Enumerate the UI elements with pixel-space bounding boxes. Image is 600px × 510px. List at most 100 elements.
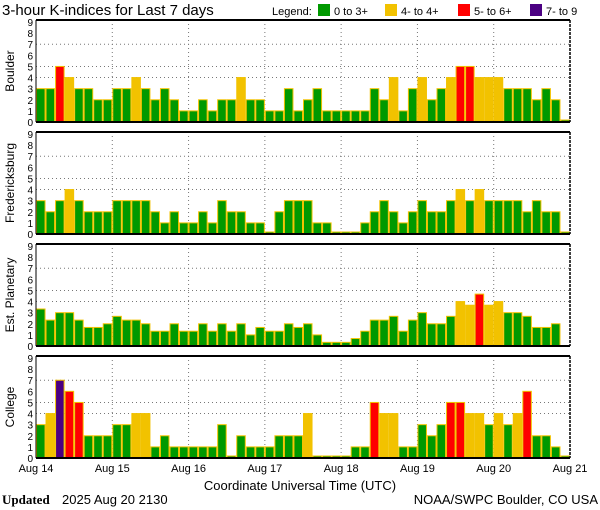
bar [121, 319, 132, 347]
bar [522, 211, 532, 235]
bar [264, 330, 275, 347]
bar [398, 330, 408, 347]
bar [312, 334, 323, 347]
bar [503, 312, 513, 347]
bar [388, 413, 399, 459]
bar [312, 88, 323, 123]
bar [131, 77, 141, 123]
bar [417, 424, 427, 459]
bar [169, 323, 180, 347]
bar [64, 312, 75, 347]
bar [150, 330, 160, 347]
x-tick-label: Aug 21 [553, 463, 588, 475]
bar [522, 315, 532, 347]
bar [303, 323, 313, 347]
bar [369, 401, 380, 459]
y-tick-label: 4 [27, 186, 33, 197]
bar [379, 319, 389, 347]
bar [55, 312, 65, 347]
y-tick-label: 8 [27, 253, 33, 264]
bar [531, 326, 542, 347]
bar [531, 99, 542, 123]
bar [455, 189, 466, 235]
y-tick-label: 8 [27, 29, 33, 40]
bar [226, 99, 237, 123]
bar [379, 413, 389, 459]
bar [360, 330, 370, 347]
bar [64, 77, 75, 123]
bar [531, 200, 542, 235]
bar [274, 110, 284, 123]
bar [255, 222, 265, 235]
bar [283, 200, 294, 235]
y-tick-label: 6 [27, 51, 33, 62]
y-tick-label: 3 [27, 85, 33, 96]
bar [112, 88, 122, 123]
legend-entry-label: 5- to 6+ [474, 6, 512, 18]
bar [407, 88, 418, 123]
bar [198, 323, 208, 347]
y-tick-label: 7 [27, 264, 33, 275]
bar [322, 110, 332, 123]
bar [350, 110, 361, 123]
bar [112, 315, 122, 347]
bar [388, 211, 399, 235]
bar [503, 424, 513, 459]
bar [179, 330, 189, 347]
bar [465, 65, 475, 123]
x-tick-labels: Aug 14 Aug 15 Aug 16 Aug 17 Aug 18 Aug 19 Aug … [19, 463, 588, 475]
updated-label: Updated [2, 492, 50, 507]
legend: 0 to 3+ 4- to 4+ 5- to 6+ 7- to 9 [318, 4, 577, 18]
y-tick-label: 9 [27, 130, 33, 141]
bar [45, 413, 56, 459]
bar [121, 88, 132, 123]
bar [112, 200, 122, 235]
y-tick-label: 6 [27, 275, 33, 286]
y-tick-label: 1 [27, 443, 33, 454]
y-tick-label: 2 [27, 96, 33, 107]
bar [140, 200, 151, 235]
bar [93, 99, 103, 123]
bar [407, 211, 418, 235]
bar [436, 88, 447, 123]
bar [83, 88, 94, 123]
bar [417, 312, 427, 347]
bar [140, 323, 151, 347]
bar [455, 401, 466, 459]
y-tick-label: 3 [27, 197, 33, 208]
y-tick-label: 8 [27, 365, 33, 376]
bar [436, 424, 447, 459]
x-tick-label: Aug 15 [95, 463, 130, 475]
bar [45, 319, 56, 347]
y-tick-label: 0 [27, 230, 33, 241]
y-tick-label: 0 [27, 454, 33, 465]
panel-label: Boulder [3, 50, 17, 91]
bar [102, 323, 113, 347]
bar [74, 401, 84, 459]
y-tick-label: 4 [27, 298, 33, 309]
bar [379, 99, 389, 123]
bar [303, 200, 313, 235]
bar [426, 323, 437, 347]
panels: 0123456789Boulder0123456789Fredericksbur… [3, 18, 571, 465]
y-tick-label: 1 [27, 107, 33, 118]
bar [293, 435, 304, 459]
y-tick-label: 9 [27, 242, 33, 253]
bar [93, 211, 103, 235]
bar [493, 301, 504, 347]
bar [274, 330, 284, 347]
bar [150, 446, 160, 459]
y-tick-label: 0 [27, 342, 33, 353]
bar [64, 189, 75, 235]
x-axis-label: Coordinate Universal Time (UTC) [204, 478, 396, 493]
bar [169, 446, 180, 459]
bar [474, 413, 485, 459]
x-tick-label: Aug 18 [324, 463, 359, 475]
y-tick-label: 8 [27, 141, 33, 152]
y-tick-label: 1 [27, 331, 33, 342]
y-tick-label: 2 [27, 320, 33, 331]
bar [283, 435, 294, 459]
bar [207, 222, 218, 235]
